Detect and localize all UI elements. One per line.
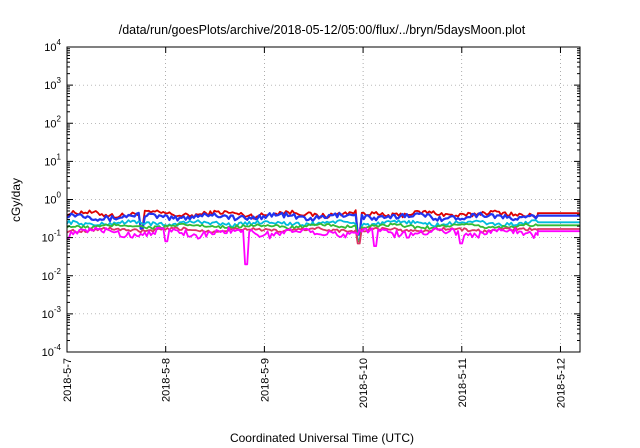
x-tick-label: 2018-5-8: [161, 358, 173, 402]
x-tick-label: 2018-5-9: [259, 358, 271, 402]
x-tick-label: 2018-5-12: [555, 358, 567, 408]
ticks: 10-4 10-3 10-2 10-1 100 101 102 103 104 2018-5-7 2…: [42, 38, 580, 408]
grid: [67, 47, 580, 352]
y-axis-label: cGy/day: [9, 178, 23, 222]
series-line: [66, 226, 580, 266]
y-tick-label: 100: [44, 191, 61, 207]
y-tick-label: 103: [44, 76, 61, 92]
y-tick-label: 10-2: [42, 267, 62, 283]
y-tick-label: 104: [44, 38, 61, 54]
x-tick-label: 2018-5-7: [62, 358, 74, 402]
y-tick-label: 101: [44, 152, 61, 168]
series-line: [66, 209, 580, 235]
x-tick-label: 2018-5-10: [358, 358, 370, 408]
series-line: [66, 226, 580, 245]
y-tick-label: 102: [44, 114, 61, 130]
x-axis-label: Coordinated Universal Time (UTC): [230, 431, 414, 445]
y-tick-label: 10-1: [42, 229, 62, 245]
series-line: [66, 211, 580, 236]
chart-title: /data/run/goesPlots/archive/2018-05-12/0…: [119, 23, 526, 37]
series-layer: [66, 209, 580, 266]
series-line: [66, 222, 580, 243]
x-tick-label: 2018-5-11: [457, 358, 469, 407]
y-tick-label: 10-4: [42, 343, 62, 359]
y-tick-label: 10-3: [42, 305, 62, 321]
